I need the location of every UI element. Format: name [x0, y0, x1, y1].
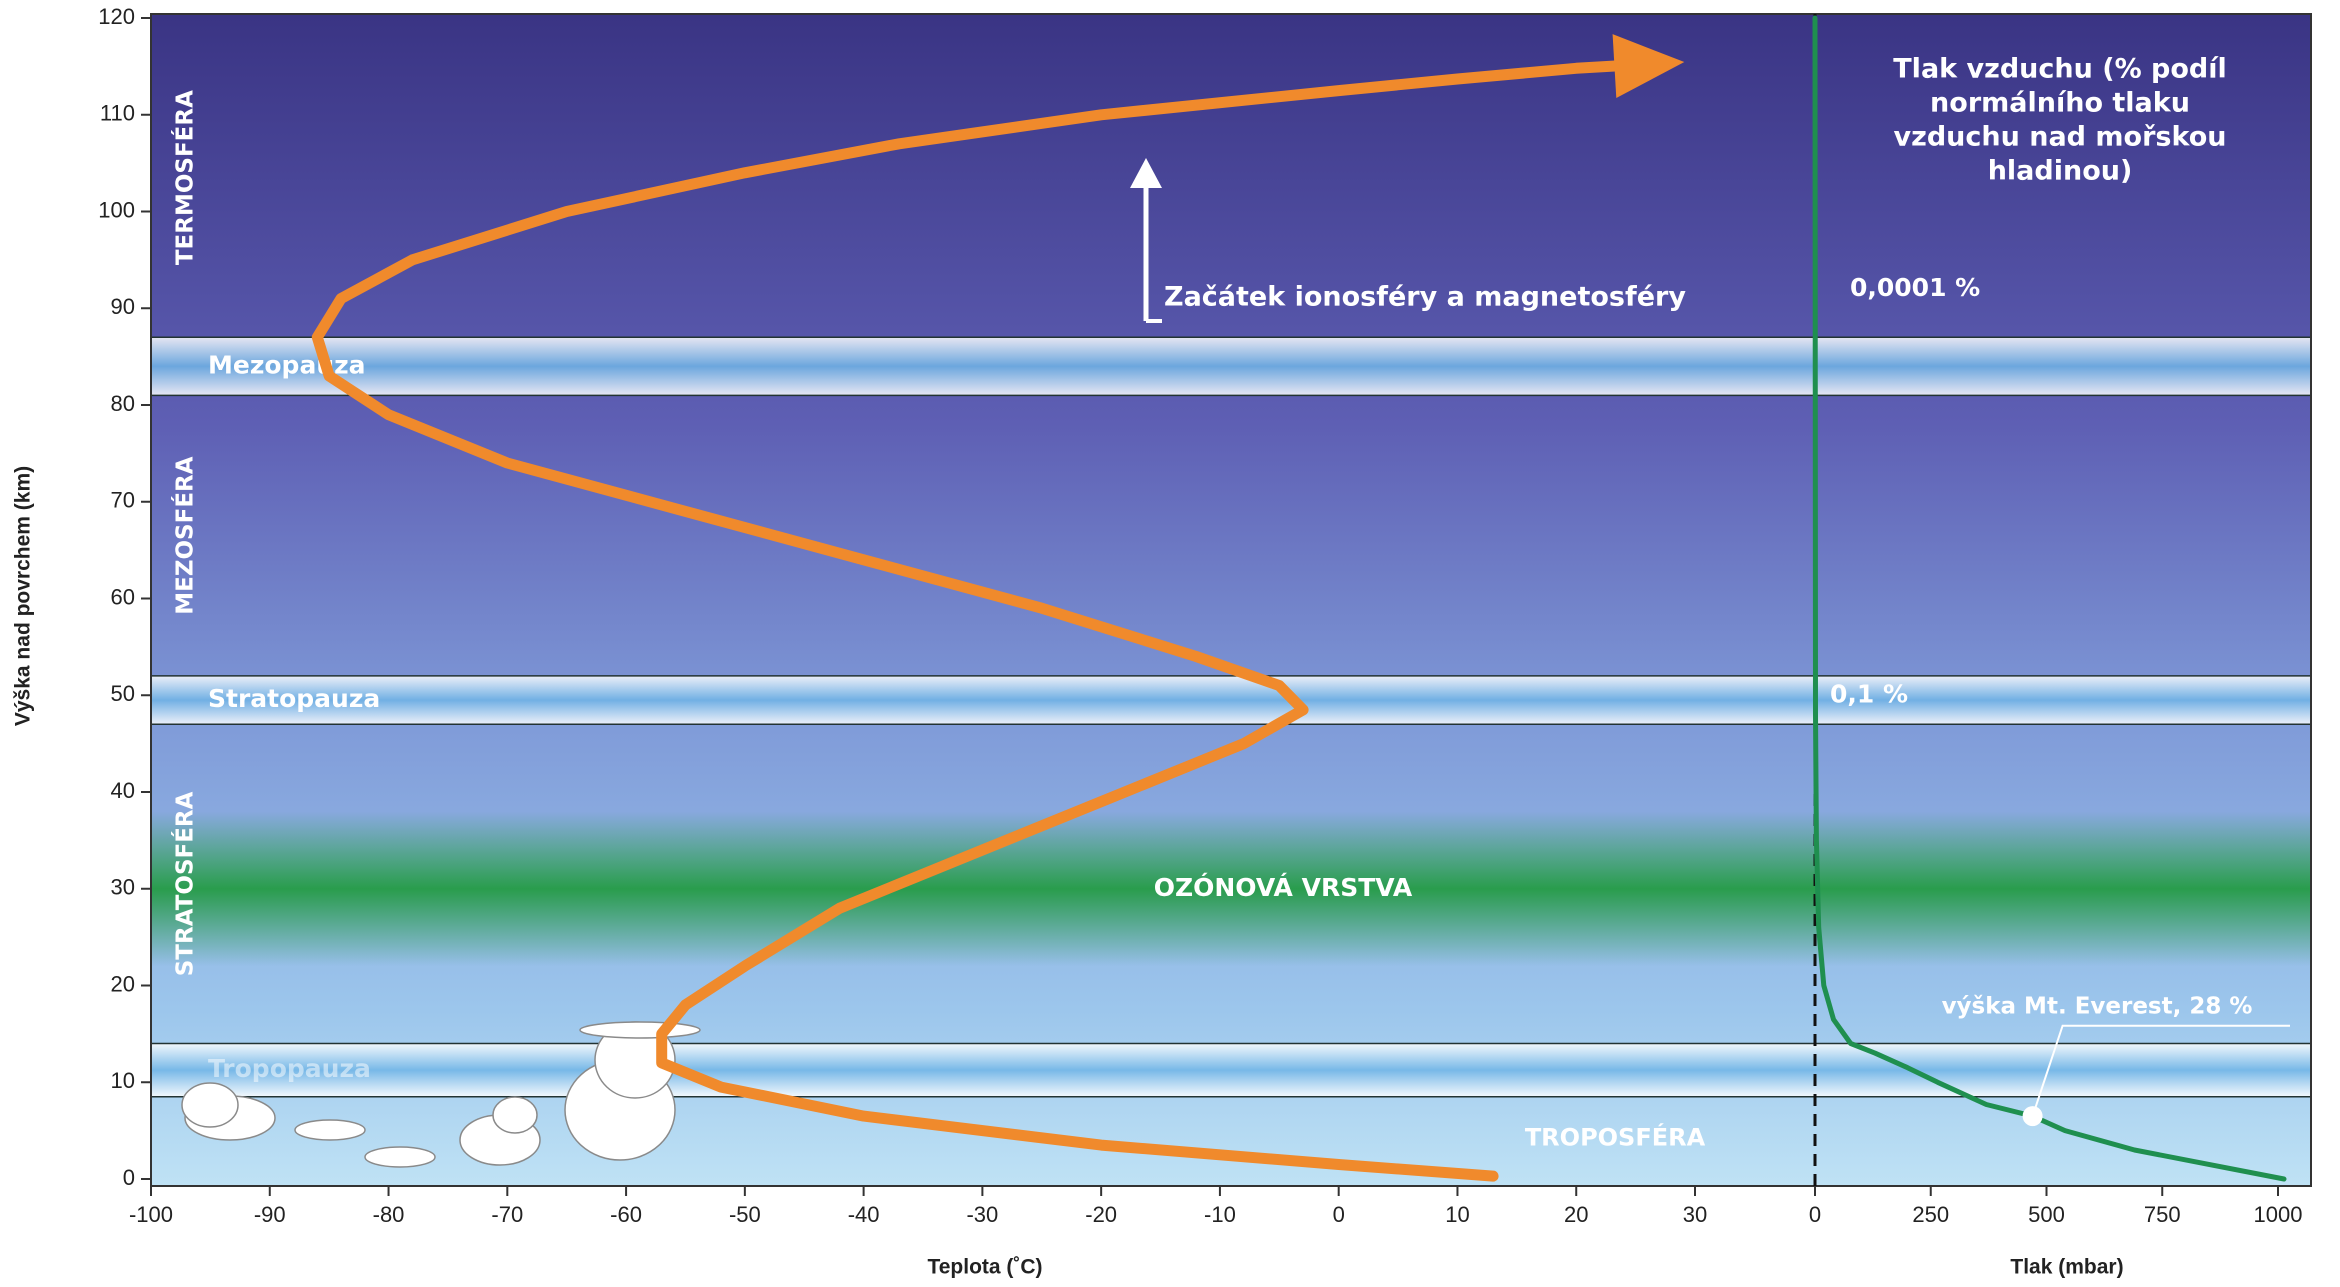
x-tick-label: -60 — [610, 1202, 642, 1227]
x-axis-label: Teplota (˚C) — [927, 1256, 1042, 1279]
y-tick-label: 110 — [100, 101, 135, 126]
layer-label: STRATOSFÉRA — [171, 791, 199, 976]
y-tick-label: 30 — [111, 875, 135, 900]
troposphere-label: TROPOSFÉRA — [1525, 1122, 1706, 1151]
x-tick-label: -50 — [729, 1202, 761, 1227]
layer-label: MEZOSFÉRA — [171, 456, 199, 615]
x-tick-label: -20 — [1085, 1202, 1117, 1227]
y-tick-label: 50 — [111, 681, 135, 706]
y-tick-label: 70 — [111, 488, 135, 513]
x-tick-label: 20 — [1564, 1202, 1588, 1227]
pressure-title: normálního tlaku — [1930, 88, 2190, 119]
pressure-title: vzduchu nad mořskou — [1894, 122, 2227, 153]
pause-label: Mezopauza — [208, 350, 366, 379]
pause-band — [151, 1044, 2311, 1097]
x-tick-label: -100 — [129, 1202, 173, 1227]
cloud — [295, 1120, 365, 1140]
cloud — [580, 1022, 700, 1038]
y-axis-label: Výška nad povrchem (km) — [12, 466, 35, 726]
x-tick-label: -10 — [1204, 1202, 1236, 1227]
pressure-label: 0,0001 % — [1850, 273, 1980, 302]
everest-point — [2023, 1106, 2043, 1126]
layer-label: TERMOSFÉRA — [171, 90, 199, 265]
cloud — [493, 1097, 537, 1133]
x-tick-label: 30 — [1683, 1202, 1707, 1227]
x2-tick-label: 0 — [1809, 1202, 1821, 1227]
y-tick-label: 90 — [111, 294, 135, 319]
x2-tick-label: 1000 — [2254, 1202, 2303, 1227]
x-tick-label: -80 — [373, 1202, 405, 1227]
x-tick-label: -40 — [848, 1202, 880, 1227]
x-tick-label: 10 — [1445, 1202, 1469, 1227]
x2-tick-label: 750 — [2144, 1202, 2181, 1227]
pause-band — [151, 676, 2311, 724]
pressure-title: Tlak vzduchu (% podíl — [1893, 54, 2226, 85]
y-tick-label: 60 — [111, 584, 135, 609]
y-tick-label: 10 — [111, 1068, 135, 1093]
cloud — [365, 1147, 435, 1167]
cloud — [182, 1083, 238, 1127]
chart: OZÓNOVÁ VRSTVA Mezopauza Stratopauza Tropop… — [0, 0, 2340, 1287]
x-tick-label: -30 — [966, 1202, 998, 1227]
pause-label: Tropopauza — [208, 1054, 371, 1083]
y-tick-label: 80 — [111, 391, 135, 416]
y-tick-label: 120 — [98, 4, 135, 29]
pause-label: Stratopauza — [208, 684, 380, 713]
y-tick-label: 0 — [123, 1165, 135, 1190]
ionosphere-label: Začátek ionosféry a magnetosféry — [1164, 282, 1686, 313]
pressure-title: hladinou) — [1988, 156, 2133, 187]
x2-tick-label: 250 — [1912, 1202, 1949, 1227]
y-tick-label: 20 — [111, 971, 135, 996]
y-tick-label: 40 — [111, 778, 135, 803]
everest-label: výška Mt. Everest, 28 % — [1942, 993, 2253, 1019]
pressure-label: 0,1 % — [1830, 679, 1908, 708]
x-tick-label: -90 — [254, 1202, 286, 1227]
pause-band — [151, 337, 2311, 395]
ozone-label: OZÓNOVÁ VRSTVA — [1154, 872, 1413, 902]
x-tick-label: -70 — [491, 1202, 523, 1227]
x-tick-label: 0 — [1333, 1202, 1345, 1227]
x2-axis-label: Tlak (mbar) — [2010, 1256, 2123, 1279]
y-tick-label: 100 — [98, 197, 135, 222]
x2-tick-label: 500 — [2028, 1202, 2065, 1227]
